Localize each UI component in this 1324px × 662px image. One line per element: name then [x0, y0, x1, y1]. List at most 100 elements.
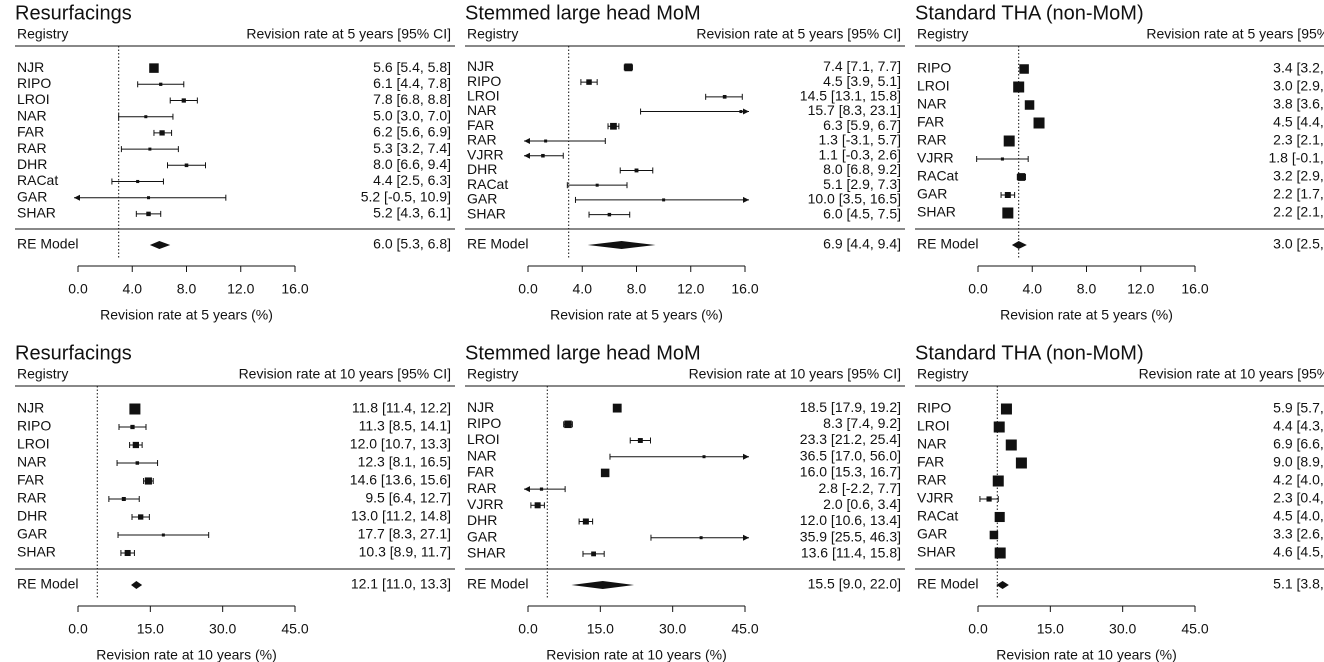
panel-title: Standard THA (non-MoM) — [915, 342, 1144, 364]
estimate-square — [582, 518, 589, 525]
registry-label: LROI — [917, 418, 950, 434]
value-label: 1.8 [-0.1, 3.7] — [1269, 150, 1324, 166]
value-label: 2.0 [0.6, 3.4] — [823, 496, 901, 512]
registry-label: NAR — [467, 447, 497, 463]
estimate-square — [541, 153, 545, 158]
estimate-square — [1000, 157, 1004, 161]
registry-label: LROI — [917, 78, 950, 94]
value-label: 8.0 [6.6, 9.4] — [373, 156, 451, 172]
registry-label: DHR — [17, 156, 47, 172]
x-tick-label: 0.0 — [68, 621, 88, 637]
x-tick-label: 16.0 — [281, 281, 308, 297]
estimate-square — [1000, 403, 1012, 415]
registry-label: SHAR — [17, 544, 56, 560]
column-header: Registry — [17, 366, 68, 382]
registry-label: FAR — [917, 114, 944, 130]
estimate-square — [144, 477, 152, 485]
registry-label: GAR — [17, 526, 47, 542]
estimate-square — [637, 438, 643, 443]
x-axis-label: Revision rate at 10 years (%) — [996, 647, 1177, 662]
estimate-square — [121, 496, 126, 502]
summary-diamond — [571, 581, 635, 589]
estimate-square — [184, 163, 189, 168]
estimate-square — [662, 198, 666, 202]
value-label: 3.3 [2.6, 4.0] — [1273, 526, 1324, 542]
x-tick-label: 8.0 — [1077, 281, 1097, 297]
x-tick-label: 0.0 — [518, 281, 538, 297]
column-header: Revision rate at 10 years [95% CI] — [689, 366, 901, 382]
registry-label: RAR — [467, 132, 497, 148]
value-label: 16.0 [15.3, 16.7] — [800, 464, 901, 480]
x-tick-label: 30.0 — [1109, 621, 1136, 637]
summary-diamond — [149, 241, 171, 249]
estimate-square — [130, 424, 135, 430]
value-label: 3.0 [2.9, 3.1] — [1273, 78, 1324, 94]
registry-label: RIPO — [467, 73, 501, 89]
estimate-square — [138, 514, 144, 520]
value-label: 15.7 [8.3, 23.1] — [808, 102, 901, 118]
value-label: 5.3 [3.2, 7.4] — [373, 140, 451, 156]
value-label: 5.2 [-0.5, 10.9] — [361, 188, 451, 204]
x-tick-label: 16.0 — [731, 281, 758, 297]
estimate-square — [634, 168, 639, 173]
registry-label: FAR — [17, 124, 44, 140]
registry-label: RIPO — [467, 415, 501, 431]
registry-label: NAR — [917, 96, 947, 112]
estimate-square — [136, 179, 140, 184]
value-label: 4.2 [4.0, 4.4] — [1273, 472, 1324, 488]
value-label: 10.3 [8.9, 11.7] — [359, 544, 451, 560]
summary-label: RE Model — [17, 576, 78, 592]
registry-label: LROI — [17, 91, 50, 107]
ci-arrow — [743, 196, 749, 203]
estimate-square — [132, 441, 139, 449]
panel-title: Resurfacings — [15, 342, 132, 364]
value-label: 14.6 [13.6, 15.6] — [350, 472, 451, 488]
registry-label: FAR — [917, 454, 944, 470]
registry-label: SHAR — [467, 205, 506, 221]
value-label: 6.1 [4.4, 7.8] — [373, 75, 451, 91]
value-label: 7.8 [6.8, 8.8] — [373, 91, 451, 107]
x-tick-label: 45.0 — [1181, 621, 1208, 637]
value-label: 4.4 [2.5, 6.3] — [373, 172, 451, 188]
estimate-square — [159, 130, 165, 136]
registry-label: VJRR — [467, 496, 504, 512]
value-label: 3.4 [3.2, 3.6] — [1273, 60, 1324, 76]
value-label: 2.2 [1.7, 2.7] — [1273, 186, 1324, 202]
summary-label: RE Model — [17, 236, 78, 252]
registry-label: RAR — [17, 490, 47, 506]
registry-label: DHR — [17, 508, 47, 524]
registry-label: RAR — [467, 480, 497, 496]
estimate-square — [181, 98, 186, 103]
x-tick-label: 15.0 — [137, 621, 164, 637]
x-tick-label: 0.0 — [518, 621, 538, 637]
value-label: 23.3 [21.2, 25.4] — [800, 431, 901, 447]
registry-label: GAR — [917, 526, 947, 542]
summary-value-label: 5.1 [3.8, 6.4] — [1273, 576, 1324, 592]
registry-label: NJR — [467, 399, 494, 415]
value-label: 4.5 [3.9, 5.1] — [823, 73, 901, 89]
summary-value-label: 3.0 [2.5, 3.6] — [1273, 236, 1324, 252]
estimate-square — [591, 551, 596, 557]
registry-label: NAR — [467, 102, 497, 118]
x-tick-label: 0.0 — [968, 281, 988, 297]
estimate-square — [1017, 173, 1026, 181]
value-label: 10.0 [3.5, 16.5] — [808, 191, 901, 207]
value-label: 2.3 [2.1, 2.4] — [1273, 132, 1324, 148]
value-label: 1.3 [-3.1, 5.7] — [819, 132, 902, 148]
value-label: 11.3 [8.5, 14.1] — [359, 418, 451, 434]
summary-value-label: 6.9 [4.4, 9.4] — [823, 236, 901, 252]
registry-label: RAR — [17, 140, 47, 156]
registry-label: SHAR — [17, 205, 56, 221]
value-label: 2.8 [-2.2, 7.7] — [819, 480, 902, 496]
registry-label: VJRR — [467, 146, 504, 162]
ci-arrow — [743, 534, 749, 541]
estimate-square — [699, 536, 703, 540]
registry-label: RIPO — [17, 75, 51, 91]
estimate-square — [1003, 135, 1015, 147]
x-tick-label: 45.0 — [731, 621, 758, 637]
x-tick-label: 15.0 — [587, 621, 614, 637]
value-label: 5.6 [5.4, 5.8] — [373, 59, 451, 75]
value-label: 6.9 [6.6, 7.2] — [1273, 436, 1324, 452]
estimate-square — [702, 455, 706, 459]
value-label: 5.0 [3.0, 7.0] — [373, 107, 451, 123]
